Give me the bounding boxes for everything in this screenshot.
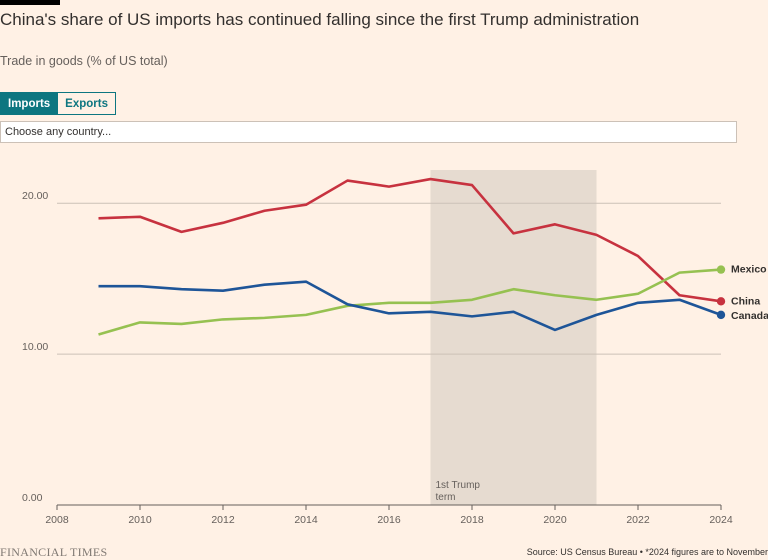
source-note: Source: US Census Bureau • *2024 figures… xyxy=(526,547,768,557)
series-label-china: China xyxy=(731,295,760,307)
series-line-china xyxy=(98,177,722,303)
x-tick-label: 2008 xyxy=(45,514,69,526)
axis-layer: 0.00 10.00 20.00 2008 2010 2012 2014 2016 2018 20… xyxy=(22,190,733,526)
x-tick-label: 2014 xyxy=(294,514,318,526)
trump-term-shade xyxy=(430,170,597,505)
chart-subtitle: Trade in goods (% of US total) xyxy=(0,54,168,68)
chart-title: China's share of US imports has continue… xyxy=(0,10,640,29)
series-line-mexico xyxy=(98,268,722,336)
series-endpoint-china xyxy=(716,297,726,306)
series-label-canada: Canada xyxy=(731,310,768,322)
exports-tab[interactable]: Exports xyxy=(58,92,116,115)
x-tick-label: 2020 xyxy=(543,514,567,526)
series-endpoint-mexico xyxy=(716,265,726,274)
ft-logo: FINANCIAL TIMES xyxy=(0,545,108,559)
x-tick-label: 2018 xyxy=(460,514,484,526)
label-layer: China Mexico Canada xyxy=(731,264,768,322)
x-tick-label: 2024 xyxy=(709,514,733,526)
imports-exports-toggle: Imports Exports xyxy=(0,92,116,115)
grid-layer xyxy=(57,202,721,355)
country-search-input[interactable] xyxy=(0,121,737,143)
x-tick-label: 2012 xyxy=(211,514,235,526)
series-layer xyxy=(98,177,726,336)
brand-top-bar xyxy=(0,0,60,5)
trump-term-label-line2: term xyxy=(436,492,456,503)
x-tick-label: 2022 xyxy=(626,514,650,526)
imports-tab[interactable]: Imports xyxy=(0,92,59,115)
y-tick-label: 0.00 xyxy=(22,492,43,504)
trump-term-label-line1: 1st Trump xyxy=(436,480,481,491)
y-tick-label: 10.00 xyxy=(22,341,48,353)
x-tick-label: 2010 xyxy=(128,514,152,526)
series-endpoint-canada xyxy=(716,310,726,320)
x-tick-label: 2016 xyxy=(377,514,401,526)
series-label-mexico: Mexico xyxy=(731,264,767,276)
series-line-canada xyxy=(98,280,722,332)
y-tick-label: 20.00 xyxy=(22,190,48,202)
